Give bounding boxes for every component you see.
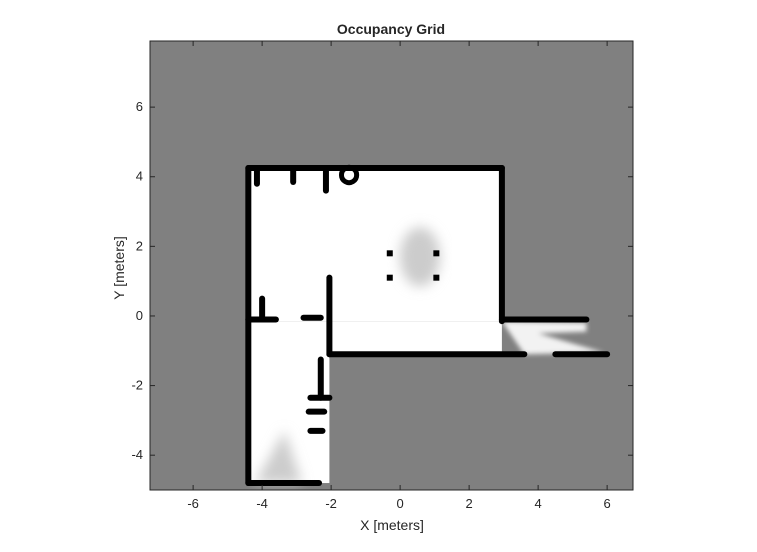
y-tick-label: 4 bbox=[136, 169, 143, 184]
axes-frame bbox=[149, 40, 634, 491]
occupied-point bbox=[386, 250, 393, 257]
x-axis-label: X [meters] bbox=[360, 517, 424, 533]
x-tick-label: -2 bbox=[325, 496, 337, 511]
occupied-arc bbox=[338, 164, 360, 186]
plot-area[interactable]: -6 -4 -2 0 2 4 6 -4 -2 0 2 4 6 bbox=[131, 40, 634, 511]
x-axis: -6 -4 -2 0 2 4 6 bbox=[187, 41, 611, 511]
y-tick-label: -2 bbox=[131, 378, 143, 393]
occupied-point bbox=[386, 274, 393, 281]
y-tick-label: 6 bbox=[136, 99, 143, 114]
free-region-right-scan-fan bbox=[501, 321, 604, 355]
y-tick-label: 0 bbox=[136, 308, 143, 323]
x-tick-label: 0 bbox=[397, 496, 404, 511]
y-axis: -4 -2 0 2 4 6 bbox=[131, 99, 633, 462]
y-tick-label: 2 bbox=[136, 238, 143, 253]
chart-title: Occupancy Grid bbox=[337, 21, 445, 37]
x-tick-label: 6 bbox=[604, 496, 611, 511]
y-tick-label: -4 bbox=[131, 447, 143, 462]
partial-region-central-blob bbox=[399, 227, 440, 287]
y-axis-label: Y [meters] bbox=[111, 236, 127, 300]
x-tick-label: 2 bbox=[466, 496, 473, 511]
x-tick-label: 4 bbox=[535, 496, 542, 511]
occupied-point bbox=[433, 250, 440, 257]
free-region-main-room bbox=[248, 168, 502, 322]
occupied-point bbox=[433, 274, 440, 281]
occupancy-map-layer bbox=[245, 164, 611, 487]
partial-region-corridor-scan-fan bbox=[255, 430, 302, 484]
x-tick-label: -4 bbox=[256, 496, 268, 511]
free-region-lower-right-room bbox=[329, 321, 502, 355]
x-tick-label: -6 bbox=[187, 496, 199, 511]
